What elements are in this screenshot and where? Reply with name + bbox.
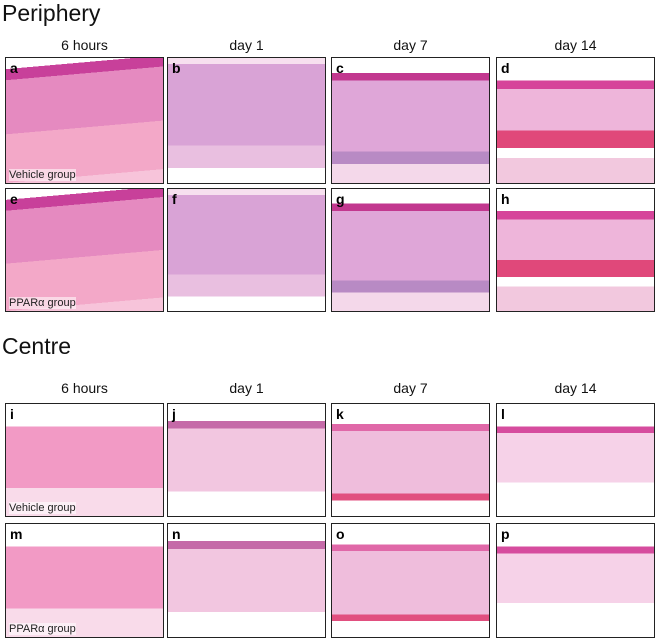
column-label: 6 hours: [61, 380, 108, 396]
section-title: Periphery: [2, 0, 101, 26]
panel-letter: j: [172, 406, 176, 422]
group-label: PPARα group: [9, 297, 76, 309]
panel-letter: d: [501, 60, 510, 76]
group-label: Vehicle group: [9, 169, 76, 181]
panel-letter: f: [172, 191, 177, 207]
column-label: day 14: [554, 37, 597, 53]
panel-letter: h: [501, 191, 510, 207]
micrograph-panel: p: [496, 523, 655, 638]
micrograph-panel: i Vehicle group: [5, 403, 164, 517]
micrograph-panel: l: [496, 403, 655, 517]
micrograph-panel: h: [496, 188, 655, 312]
panel-letter: c: [336, 60, 344, 76]
panel-letter: a: [10, 60, 18, 76]
group-label: PPARα group: [9, 623, 76, 635]
column-label: day 7: [393, 380, 428, 396]
panel-letter: o: [336, 526, 345, 542]
panel-letter: m: [10, 526, 23, 542]
panel-letter: g: [336, 191, 345, 207]
micrograph-panel: o: [331, 523, 490, 638]
micrograph-panel: g: [331, 188, 490, 312]
micrograph-panel: m PPARα group: [5, 523, 164, 638]
column-label: day 1: [229, 380, 264, 396]
column-label: 6 hours: [61, 37, 108, 53]
panel-letter: i: [10, 406, 14, 422]
group-label: Vehicle group: [9, 502, 76, 514]
column-label: day 14: [554, 380, 597, 396]
micrograph-panel: a Vehicle group: [5, 57, 164, 184]
micrograph-panel: n: [167, 523, 326, 638]
panel-letter: l: [501, 406, 505, 422]
panel-letter: n: [172, 526, 181, 542]
panel-letter: p: [501, 526, 510, 542]
panel-letter: k: [336, 406, 344, 422]
micrograph-panel: j: [167, 403, 326, 517]
micrograph-panel: b: [167, 57, 326, 184]
micrograph-panel: c: [331, 57, 490, 184]
micrograph-panel: e PPARα group: [5, 188, 164, 312]
panel-letter: e: [10, 191, 18, 207]
section-title: Centre: [2, 333, 72, 359]
micrograph-panel: f: [167, 188, 326, 312]
micrograph-panel: d: [496, 57, 655, 184]
column-label: day 1: [229, 37, 264, 53]
micrograph-panel: k: [331, 403, 490, 517]
panel-letter: b: [172, 60, 181, 76]
column-label: day 7: [393, 37, 428, 53]
